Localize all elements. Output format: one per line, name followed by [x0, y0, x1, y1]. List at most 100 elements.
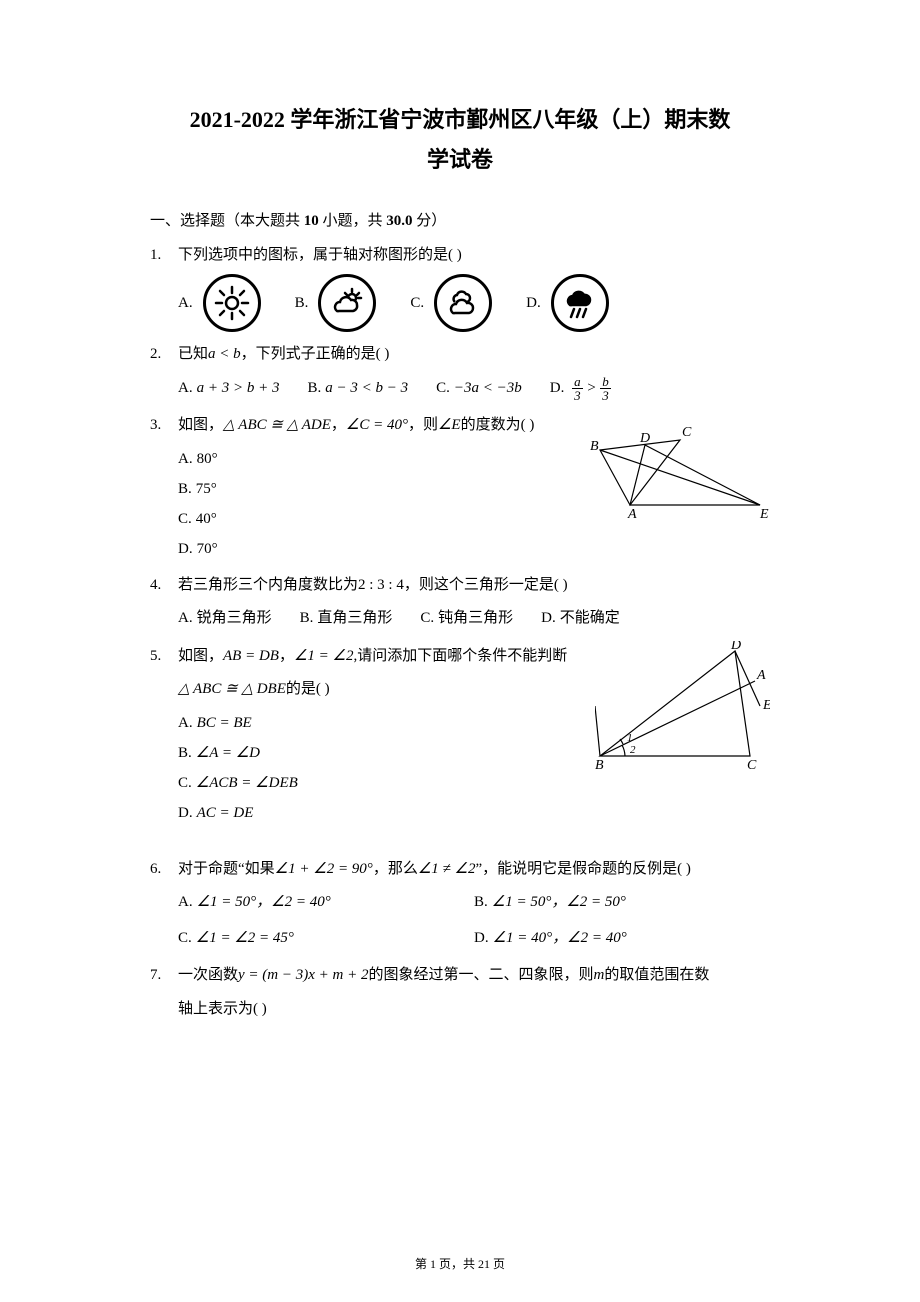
question-number: 7.: [150, 960, 178, 1027]
exam-title: 2021-2022 学年浙江省宁波市鄞州区八年级（上）期末数 学试卷: [150, 100, 770, 179]
question-number: 4.: [150, 570, 178, 635]
vertex-label: E: [762, 698, 770, 713]
vertex-label: D: [730, 641, 741, 653]
option-value: 不能确定: [560, 610, 620, 626]
stem-math: 2 : 3 : 4: [358, 577, 404, 593]
option-label: C.: [410, 288, 424, 320]
question-number: 1.: [150, 240, 178, 333]
section-text: 小题，共: [319, 213, 387, 229]
page-footer: 第 1 页，共 21 页: [0, 1255, 920, 1272]
option-value: BC = BE: [197, 715, 252, 731]
option-value: 80°: [197, 451, 218, 467]
question-stem: 对于命题“如果∠1 + ∠2 = 90°，那么∠1 ≠ ∠2”，能说明它是假命题…: [178, 854, 770, 886]
option-b: B.∠1 = 50°，∠2 = 50°: [474, 887, 742, 919]
option-value: 直角三角形: [317, 610, 392, 626]
options-grid: A.∠1 = 50°，∠2 = 40° B.∠1 = 50°，∠2 = 50° …: [178, 887, 770, 954]
stem-text: 如图，: [178, 417, 223, 433]
stem-math: ∠C = 40°: [346, 417, 408, 433]
vertex-label: B: [590, 439, 599, 454]
rain-cloud-icon: [551, 274, 609, 332]
vertex-label: E: [759, 507, 769, 520]
stem-text: ，则这个三角形一定是( ): [404, 577, 568, 593]
stem-text: ，下列式子正确的是( ): [241, 346, 390, 362]
figure-q3: A B C D E: [590, 410, 770, 533]
option-b: B.a − 3 < b − 3: [307, 373, 408, 405]
stem-text: ，: [331, 417, 346, 433]
frac-den: 3: [572, 389, 583, 402]
stem-math: △ ABC ≅ △ ADE: [223, 417, 331, 433]
option-value: 75°: [196, 481, 217, 497]
stem-text: ”，能说明它是假命题的反例是( ): [475, 861, 690, 877]
stem-text: 的度数为( ): [461, 417, 535, 433]
stem-text: 的图象经过第一、二、四象限，则: [368, 967, 593, 983]
option-math: a + 3 > b + 3: [197, 380, 280, 396]
option-value: 锐角三角形: [197, 610, 272, 626]
section-points: 30.0: [386, 213, 412, 229]
question-3: 3. A B C D E: [150, 410, 770, 564]
option-d: D.∠1 = 40°，∠2 = 40°: [474, 923, 742, 955]
stem-text: ，: [279, 648, 294, 664]
stem-math: y = (m − 3)x + m + 2: [238, 967, 368, 983]
frac-num: a: [572, 375, 583, 389]
stem-text: 若三角形三个内角度数比为: [178, 577, 358, 593]
question-number: 3.: [150, 410, 178, 564]
vertex-label: C: [682, 425, 692, 440]
option-a: A.锐角三角形: [178, 603, 272, 635]
stem-text: ,请问添加下面哪个条件不能判断: [354, 648, 568, 664]
options-row: A.a + 3 > b + 3 B.a − 3 < b − 3 C.−3a < …: [178, 373, 770, 405]
option-label: A.: [178, 288, 193, 320]
option-a: A.∠1 = 50°，∠2 = 40°: [178, 887, 446, 919]
vertex-label: B: [595, 758, 604, 771]
angle-label: 2: [630, 744, 636, 756]
stem-math: ∠1 + ∠2 = 90°: [275, 861, 373, 877]
stem-math: ∠1 = ∠2: [294, 648, 354, 664]
stem-math: △ ABC ≅ △ DBE: [178, 681, 286, 697]
title-line2: 学试卷: [427, 147, 493, 172]
vertex-label: A: [756, 668, 766, 683]
option-a: A.a + 3 > b + 3: [178, 373, 279, 405]
option-b: B.直角三角形: [300, 603, 393, 635]
vertex-label: C: [747, 758, 757, 771]
section-count: 10: [304, 213, 319, 229]
option-a: A.: [178, 274, 261, 334]
footer-text: 页: [490, 1257, 505, 1271]
option-c: C.钝角三角形: [420, 603, 513, 635]
stem-text: 一次函数: [178, 967, 238, 983]
option-value: ∠1 = ∠2 = 45°: [196, 930, 294, 946]
question-number: 5.: [150, 641, 178, 848]
frac-num: b: [600, 375, 611, 389]
stem-math: ∠1 ≠ ∠2: [418, 861, 476, 877]
footer-text: 页，共: [436, 1257, 478, 1271]
question-7: 7. 一次函数y = (m − 3)x + m + 2的图象经过第一、二、四象限…: [150, 960, 770, 1027]
question-2: 2. 已知a < b，下列式子正确的是( ) A.a + 3 > b + 3 B…: [150, 339, 770, 404]
option-math: a − 3 < b − 3: [325, 380, 408, 396]
stem-math: a < b: [208, 346, 241, 362]
question-number: 6.: [150, 854, 178, 955]
stem-text: 已知: [178, 346, 208, 362]
option-value: 钝角三角形: [438, 610, 513, 626]
question-5: 5. B C D: [150, 641, 770, 848]
option-c: C.: [410, 274, 492, 334]
question-stem-line2: 轴上表示为( ): [178, 994, 770, 1026]
option-d: D. a3 > b3: [550, 373, 611, 405]
option-value: ∠ACB = ∠DEB: [196, 775, 298, 791]
title-line1: 2021-2022 学年浙江省宁波市鄞州区八年级（上）期末数: [190, 107, 731, 132]
option-value: ∠1 = 50°，∠2 = 40°: [197, 894, 331, 910]
option-c: C.−3a < −3b: [436, 373, 522, 405]
vertex-label: D: [639, 431, 650, 446]
option-c: C.∠1 = ∠2 = 45°: [178, 923, 446, 955]
option-value: 40°: [196, 511, 217, 527]
question-number: 2.: [150, 339, 178, 404]
option-d: D.70°: [178, 534, 770, 564]
options-row: A.锐角三角形 B.直角三角形 C.钝角三角形 D.不能确定: [178, 603, 770, 635]
options-row: A. B. C. D.: [178, 274, 770, 334]
question-stem: 下列选项中的图标，属于轴对称图形的是( ): [178, 240, 770, 272]
question-stem: 已知a < b，下列式子正确的是( ): [178, 339, 770, 371]
angle-label: 1: [627, 732, 633, 744]
stem-text: 对于命题“如果: [178, 861, 275, 877]
question-4: 4. 若三角形三个内角度数比为2 : 3 : 4，则这个三角形一定是( ) A.…: [150, 570, 770, 635]
sun-icon: [203, 274, 261, 332]
option-b: B.: [295, 274, 377, 334]
section-text: 一、选择题（本大题共: [150, 213, 304, 229]
option-value: ∠1 = 50°，∠2 = 50°: [492, 894, 626, 910]
